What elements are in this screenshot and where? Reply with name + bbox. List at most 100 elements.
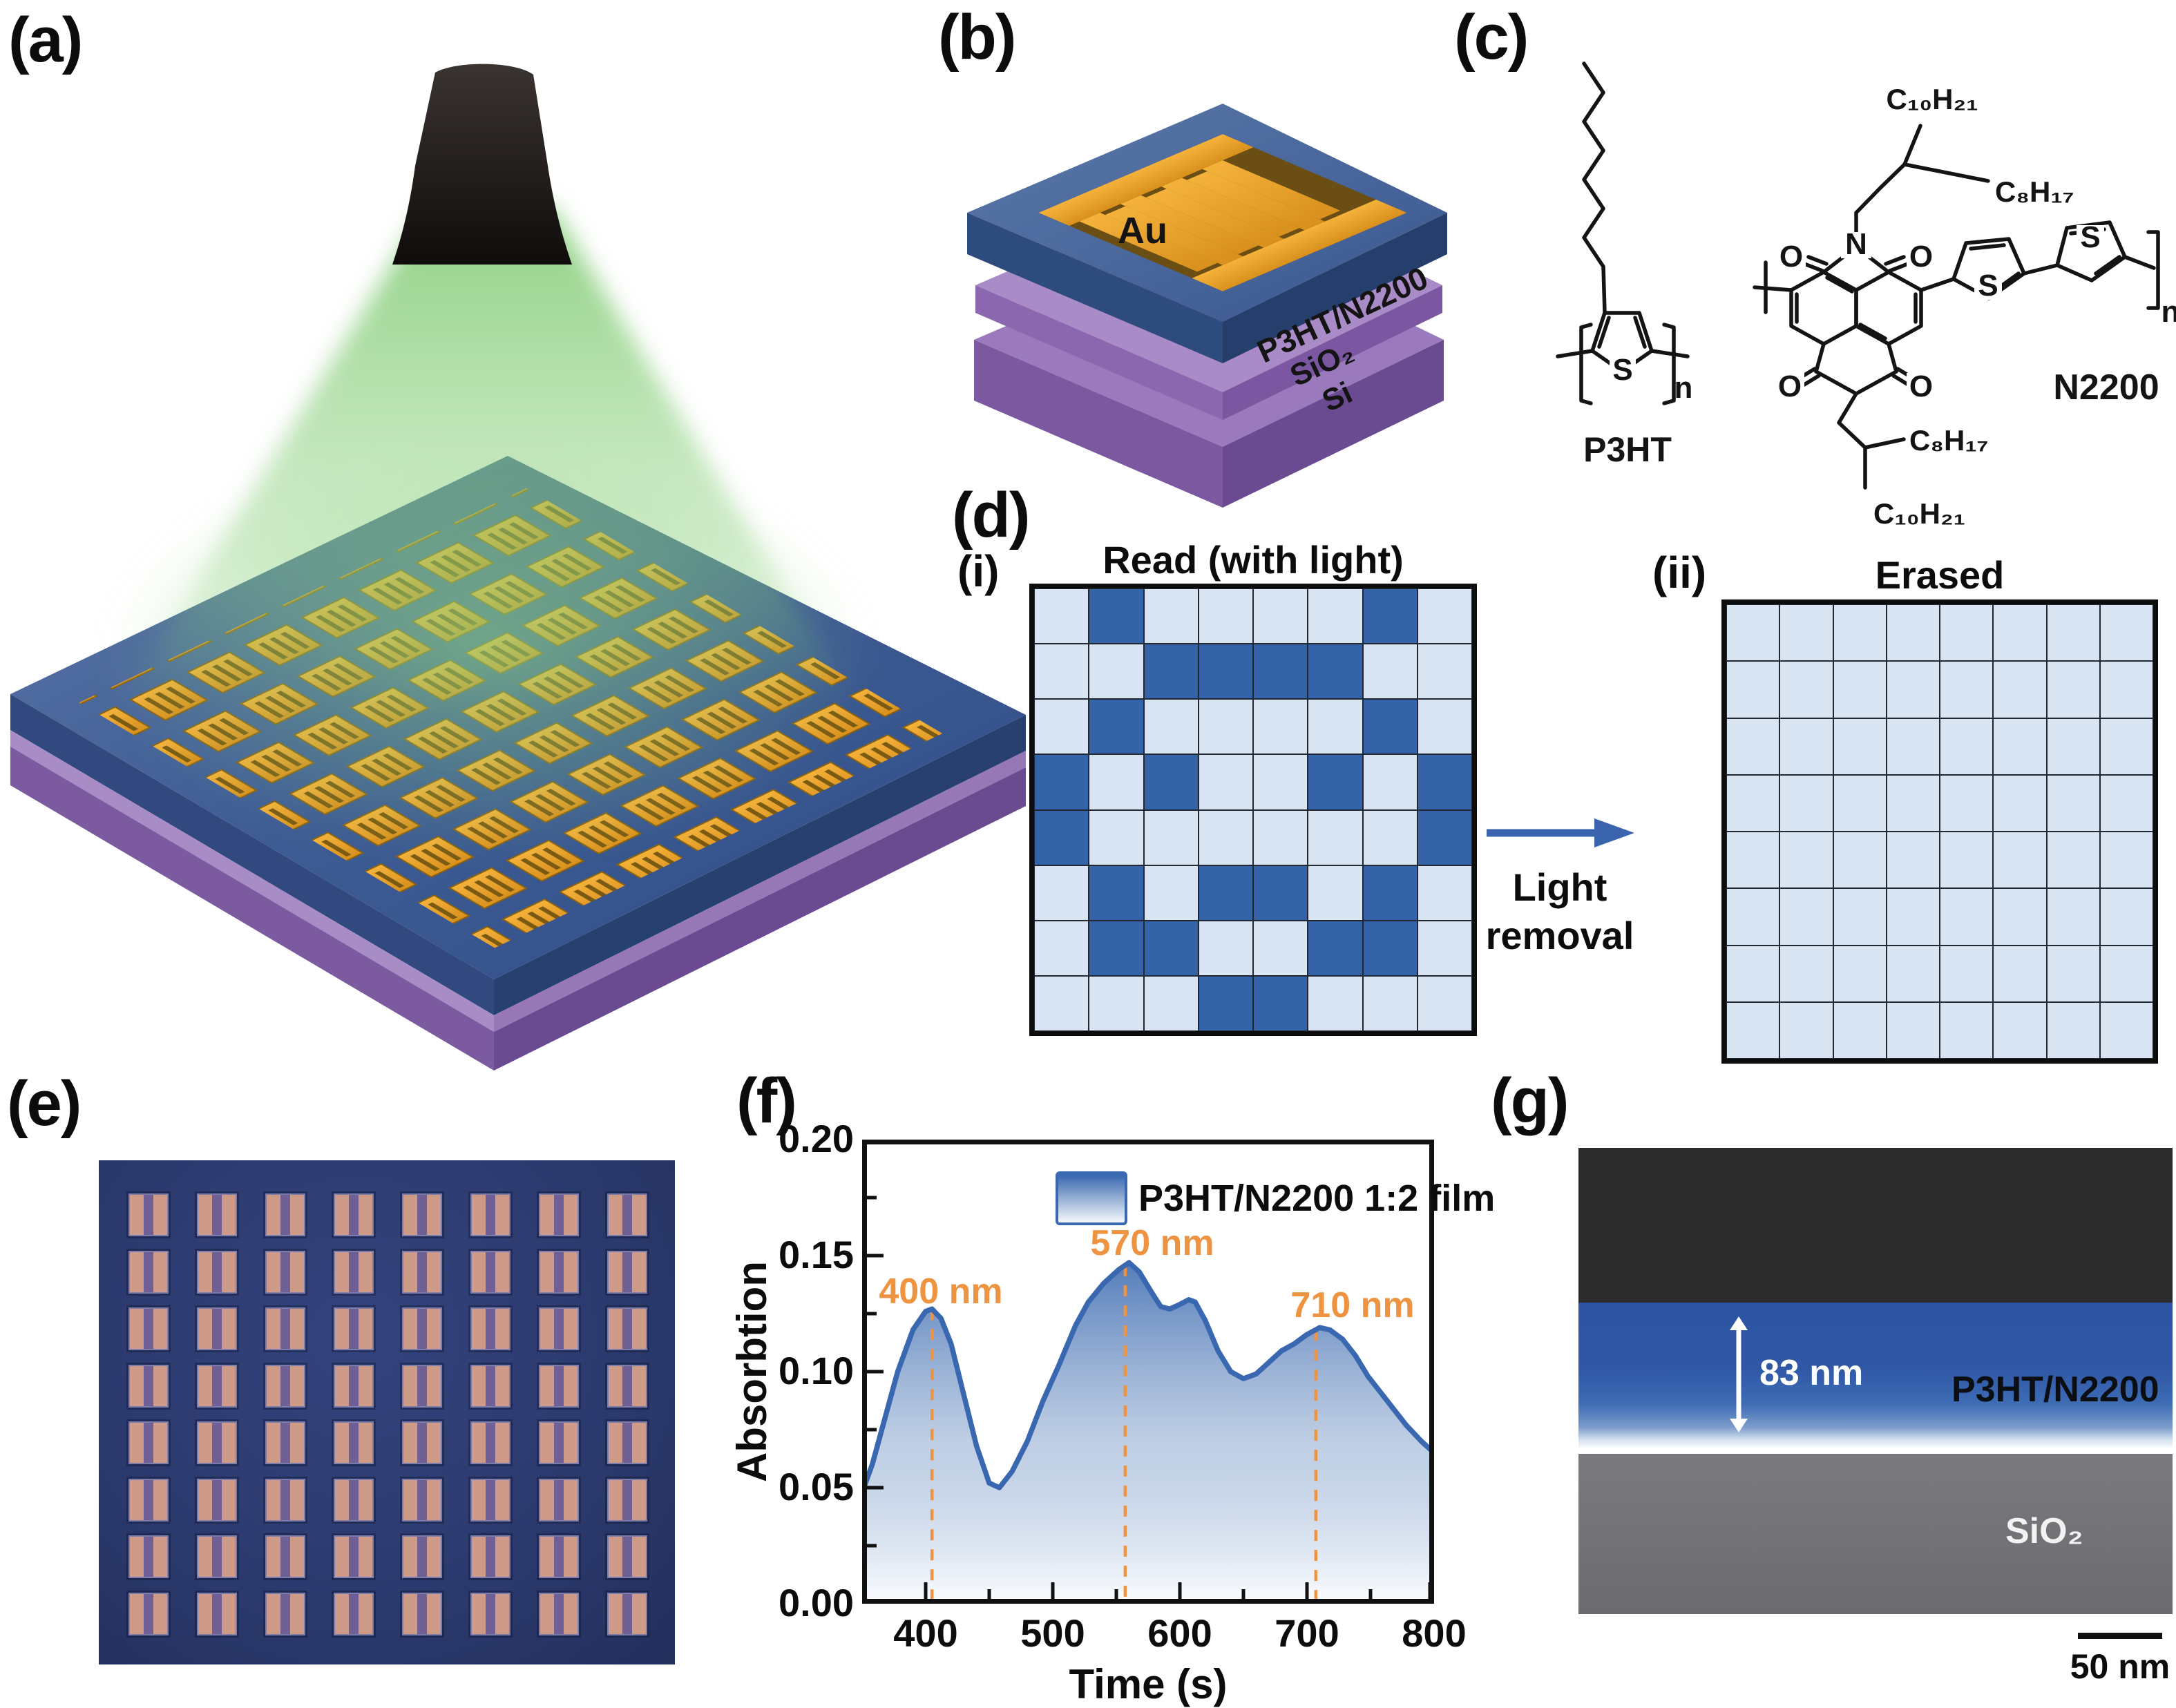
absorption-line <box>862 1260 1434 1495</box>
panel-label-e: (e) <box>7 1068 82 1139</box>
memory-cell <box>1198 865 1253 921</box>
absorption-chart <box>862 1140 1434 1604</box>
transistor-device <box>607 1478 647 1522</box>
light-removal-label-line2: removal <box>1485 914 1634 957</box>
memory-cell <box>1779 1001 1833 1059</box>
memory-cell <box>1034 865 1089 921</box>
transistor-device <box>333 1592 374 1635</box>
transistor-device <box>265 1193 305 1237</box>
n2200-s-atom: S <box>1978 269 1998 303</box>
memory-cell <box>1779 945 1833 1002</box>
transistor-device <box>265 1592 305 1635</box>
n2200-c8h17-bottom: C₈H₁₇ <box>1909 424 1989 457</box>
erased-map-grid <box>1721 599 2158 1064</box>
memory-cell <box>1034 588 1089 644</box>
transistor-device <box>196 1478 237 1522</box>
transistor-device <box>265 1421 305 1465</box>
memory-cell <box>2099 945 2153 1002</box>
n2200-c10h21-bottom: C₁₀H₂₁ <box>1873 497 1965 530</box>
transistor-device <box>607 1364 647 1408</box>
transistor-device <box>196 1421 237 1465</box>
memory-cell <box>1143 588 1199 644</box>
memory-cell <box>1993 832 2047 889</box>
transistor-device <box>538 1193 579 1237</box>
memory-cell <box>1308 588 1363 644</box>
memory-cell <box>1886 945 1940 1002</box>
transistor-device <box>333 1307 374 1351</box>
transistor-device <box>401 1364 442 1408</box>
memory-cell <box>1833 1001 1887 1059</box>
transistor-device <box>607 1535 647 1579</box>
n2200-o-atom: O <box>1909 370 1933 403</box>
read-map-title: Read (with light) <box>1103 538 1404 582</box>
transistor-device <box>128 1592 169 1635</box>
axis-ticks <box>867 1196 1432 1599</box>
memory-cell <box>1940 945 1994 1002</box>
y-tick: 0.20 <box>779 1117 854 1160</box>
transistor-device <box>401 1478 442 1522</box>
memory-cell <box>1833 888 1887 946</box>
n2200-c8h17-top: C₈H₁₇ <box>1995 175 2074 208</box>
n2200-n-subscript: n <box>2161 295 2176 329</box>
memory-cell <box>1034 699 1089 755</box>
memory-cell <box>1993 661 2047 718</box>
memory-cell <box>1253 754 1308 810</box>
memory-cell <box>1779 888 1833 946</box>
memory-cell <box>1417 975 1472 1031</box>
memory-cell <box>1308 975 1363 1031</box>
sem-cross-section: 83 nm P3HT/N2200 SiO₂ <box>1578 1148 2173 1614</box>
memory-cell <box>1886 1001 1940 1059</box>
transistor-device <box>470 1535 510 1579</box>
memory-cell <box>1940 1001 1994 1059</box>
transistor-device <box>607 1592 647 1635</box>
memory-cell <box>2099 604 2153 662</box>
memory-cell <box>1143 699 1199 755</box>
transistor-device <box>401 1421 442 1465</box>
x-axis-title: Time (s) <box>1069 1661 1228 1707</box>
transistor-device <box>333 1364 374 1408</box>
memory-cell <box>1417 920 1472 976</box>
transistor-device <box>607 1193 647 1237</box>
memory-cell <box>1726 832 1780 889</box>
memory-cell <box>1198 644 1253 700</box>
transistor-device <box>401 1535 442 1579</box>
memory-cell <box>1940 888 1994 946</box>
transistor-device <box>196 1193 237 1237</box>
n2200-core-ring-right <box>1854 270 1923 346</box>
n2200-o-atom: O <box>1778 370 1802 403</box>
legend-swatch <box>1056 1171 1127 1225</box>
memory-cell <box>1726 945 1780 1002</box>
memory-cell <box>1143 809 1199 865</box>
transistor-device <box>265 1250 305 1294</box>
memory-cell <box>1886 718 1940 775</box>
x-tick: 500 <box>1020 1611 1085 1655</box>
memory-cell <box>1362 809 1418 865</box>
memory-cell <box>1034 975 1089 1031</box>
memory-cell <box>1253 975 1308 1031</box>
memory-cell <box>1362 699 1418 755</box>
transistor-device <box>607 1421 647 1465</box>
transistor-device <box>470 1193 510 1237</box>
panel-label-b: (b) <box>938 2 1016 73</box>
memory-cell <box>1886 661 1940 718</box>
memory-cell <box>1089 975 1144 1031</box>
memory-cell <box>1362 644 1418 700</box>
memory-cell <box>1253 865 1308 921</box>
device-array <box>114 1187 661 1642</box>
memory-cell <box>1417 754 1472 810</box>
p3ht-s-atom: S <box>1612 353 1632 387</box>
transistor-device <box>538 1307 579 1351</box>
p3ht-hexyl-chain <box>1582 61 1607 315</box>
y-tick: 0.05 <box>779 1465 854 1508</box>
transistor-device <box>401 1592 442 1635</box>
transistor-device <box>196 1250 237 1294</box>
sem-interface-line <box>1578 1448 2173 1454</box>
n2200-bottom-chain <box>1837 392 1867 450</box>
transistor-device <box>538 1250 579 1294</box>
memory-cell <box>1362 754 1418 810</box>
memory-cell <box>1253 644 1308 700</box>
memory-cell <box>1726 1001 1780 1059</box>
memory-cell <box>1726 604 1780 662</box>
scale-bar <box>2078 1633 2162 1639</box>
memory-cell <box>1198 975 1253 1031</box>
